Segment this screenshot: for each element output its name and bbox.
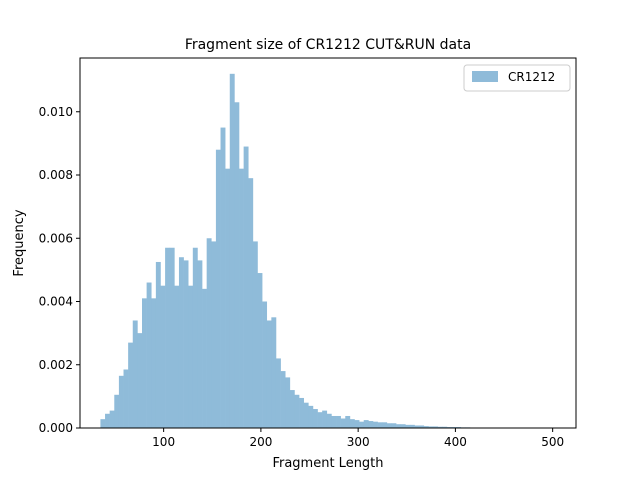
histogram-bar: [354, 420, 360, 428]
histogram-bar: [271, 317, 277, 428]
histogram-bar: [183, 260, 189, 428]
histogram-bar: [266, 320, 272, 428]
histogram-bar: [419, 425, 425, 428]
histogram-bar: [239, 168, 244, 428]
legend-swatch: [472, 71, 498, 82]
histogram-bar: [289, 390, 295, 428]
histogram-bar: [137, 333, 143, 428]
histogram-bar: [400, 424, 406, 428]
histogram-bar: [372, 421, 378, 428]
histogram-bar: [109, 410, 115, 428]
histogram-bar: [211, 241, 217, 428]
histogram-bar: [178, 257, 184, 428]
y-tick-label: 0.000: [39, 421, 73, 435]
histogram-bar: [359, 421, 365, 428]
y-axis-label: Frequency: [12, 209, 27, 276]
histogram-bar: [248, 178, 254, 428]
histogram-bar: [409, 424, 415, 428]
histogram-bar: [382, 422, 388, 428]
histogram-bar: [169, 247, 175, 428]
histogram-bar: [142, 298, 147, 428]
legend: CR1212: [463, 64, 571, 92]
y-axis-ticks: 0.000 0.002 0.004 0.006 0.008 0.010: [39, 105, 80, 435]
histogram-bar: [174, 285, 180, 428]
histogram-bar: [215, 149, 221, 428]
histogram-bar: [303, 402, 309, 428]
histogram-bar: [322, 410, 328, 428]
histogram-bar: [128, 342, 134, 428]
y-tick-label: 0.008: [39, 168, 73, 182]
histogram-bar: [368, 421, 374, 428]
histogram-bar: [308, 405, 314, 428]
histogram-bar: [252, 241, 258, 428]
histogram-bar: [428, 426, 434, 428]
y-tick-label: 0.010: [39, 105, 73, 119]
histogram-bar: [294, 394, 300, 428]
histogram-bar: [349, 419, 355, 428]
histogram-bar: [423, 426, 429, 428]
histogram-bar: [363, 420, 369, 428]
histogram-bar: [192, 247, 198, 428]
x-tick-label: 200: [249, 435, 272, 449]
x-axis-ticks: 100 200 300 400 500: [152, 428, 564, 449]
y-tick-label: 0.006: [39, 231, 73, 245]
histogram-bar: [405, 424, 411, 428]
histogram-bar: [202, 288, 207, 428]
x-tick-label: 100: [152, 435, 175, 449]
histogram-bar: [299, 397, 304, 428]
histogram-bar: [155, 261, 161, 428]
histogram-bar: [317, 412, 323, 428]
histogram-bar: [220, 127, 226, 428]
histogram-bar: [165, 247, 171, 428]
histogram-bar: [340, 418, 346, 428]
histogram-bar: [105, 413, 110, 428]
histogram-bar: [243, 146, 249, 429]
histogram-bar: [377, 422, 383, 428]
y-tick-label: 0.004: [39, 295, 73, 309]
histogram-bar: [160, 285, 166, 428]
histogram-bar: [234, 102, 240, 429]
histogram-bar: [229, 73, 235, 428]
histogram-bar: [197, 260, 203, 428]
histogram-bar: [331, 415, 337, 428]
histogram-bar: [257, 273, 263, 428]
x-tick-label: 300: [347, 435, 370, 449]
histogram-bar: [262, 301, 268, 428]
histogram-bar: [285, 377, 291, 428]
histogram-bar: [118, 375, 124, 428]
histogram-bar: [386, 423, 392, 428]
histogram-bar: [396, 424, 401, 428]
histogram-bar: [114, 394, 120, 428]
histogram-bar: [442, 426, 448, 428]
legend-label-cr1212: CR1212: [508, 70, 555, 84]
y-tick-label: 0.002: [39, 358, 73, 372]
histogram-bar: [123, 369, 129, 428]
histogram-bar: [151, 298, 157, 428]
histogram-bar: [336, 415, 341, 428]
histogram-bar: [132, 320, 138, 428]
x-axis-label: Fragment Length: [272, 456, 383, 471]
histogram-bar: [326, 413, 332, 428]
histogram-bar: [206, 238, 212, 428]
histogram-bar: [146, 282, 152, 428]
chart-title: Fragment size of CR1212 CUT&RUN data: [185, 37, 471, 53]
histogram-bar: [188, 285, 194, 428]
histogram-bar: [312, 409, 318, 428]
histogram-bar: [345, 415, 351, 428]
x-tick-label: 400: [444, 435, 467, 449]
histogram-bar: [275, 358, 281, 428]
histogram-bars: [100, 73, 471, 429]
histogram-bar: [391, 423, 397, 428]
histogram-bar: [225, 168, 231, 428]
x-tick-label: 500: [541, 435, 564, 449]
histogram-bar: [433, 426, 438, 428]
plot-frame: [79, 57, 577, 429]
histogram-bar: [100, 419, 106, 428]
histogram-bar: [414, 425, 420, 428]
histogram-bar: [437, 426, 443, 428]
histogram-bar: [280, 371, 286, 428]
